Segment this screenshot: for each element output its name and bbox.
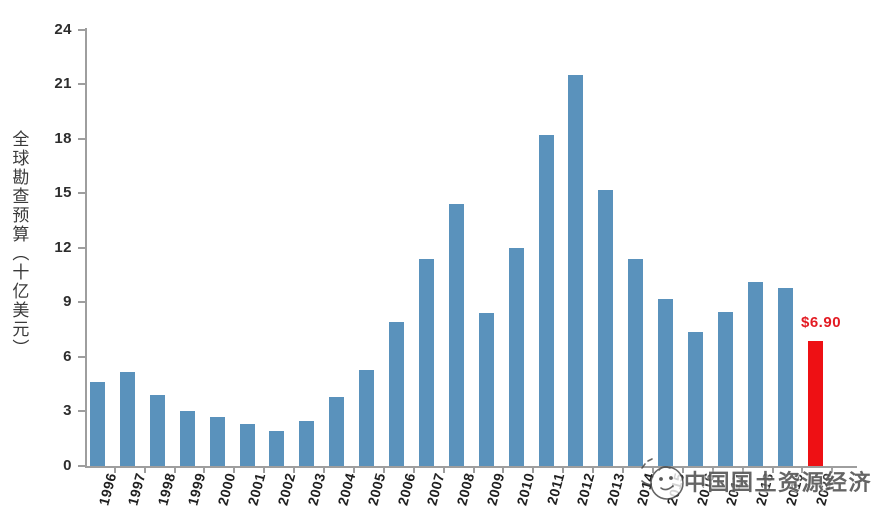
bar [747,282,763,466]
x-axis-label: 2005 [364,471,389,508]
bar [478,313,494,466]
cartoon-mascot-logo-icon [641,458,684,500]
x-axis-label: 2001 [244,471,269,508]
bar [448,204,464,466]
x-axis-tick [113,468,116,473]
x-axis-tick [562,468,565,473]
y-axis-tick-label: 6 [63,347,72,365]
bar [119,371,135,466]
y-axis-tick-label: 9 [63,293,72,311]
bar [239,424,255,466]
x-axis-tick [293,468,296,473]
x-axis-tick [592,468,595,473]
bar [658,298,674,466]
x-axis-tick [801,468,804,473]
y-axis-tick-label: 18 [54,129,72,147]
x-axis-tick [173,468,176,473]
bar [209,416,225,466]
bar [538,135,554,466]
bar [717,311,733,466]
x-axis-tick [532,468,535,473]
bar [418,258,434,466]
x-axis-tick [741,468,744,473]
bar [508,247,524,466]
x-axis-tick [831,468,834,473]
x-axis-tick [203,468,206,473]
y-axis-tick [78,83,86,86]
x-axis-label: 2010 [513,471,538,508]
watermark-text: 中国国土资源经济 [684,470,873,495]
x-axis-label: 2006 [393,471,418,508]
bar [329,396,345,466]
x-axis-label: 1999 [184,471,209,508]
bar-highlighted [807,340,823,466]
x-axis-label: 2002 [274,471,299,508]
bar [568,75,584,466]
x-axis-tick [382,468,385,473]
x-axis-tick [352,468,355,473]
y-axis-tick [78,246,86,249]
x-axis-tick [143,468,146,473]
x-axis-label: 1998 [154,471,179,508]
bar [628,258,644,466]
x-axis-label: 2013 [603,471,628,508]
x-axis-label: 2003 [304,471,329,508]
x-axis-label: 2007 [423,471,448,508]
x-axis-label: 2011 [543,471,568,507]
y-axis-tick [78,465,86,467]
x-axis-label: 2009 [483,471,508,508]
y-axis-tick [78,301,86,304]
x-axis-tick [412,468,415,473]
bar [389,322,404,466]
x-axis-line [85,466,857,468]
bar [359,369,375,466]
bar [90,382,105,466]
x-axis-label: 2012 [573,471,598,508]
x-axis-label: 1997 [124,471,149,508]
bar [149,395,165,466]
y-axis-title: 全球勘查预算（十亿美元） [9,130,29,358]
y-axis-tick-label: 12 [54,238,72,256]
bar [269,431,285,466]
y-axis-tick [78,192,86,195]
bar [299,420,315,466]
y-axis-tick-label: 3 [63,402,72,420]
watermark: 中国国土资源经济 [632,448,871,504]
bar [598,189,614,466]
y-axis-tick [78,355,86,358]
x-axis-label: 2004 [334,471,359,508]
y-axis-tick-label: 21 [54,75,72,93]
x-axis-tick [323,468,325,473]
y-axis-tick-label: 24 [54,20,72,38]
x-axis-label: 2000 [214,471,239,508]
x-axis-tick [442,468,445,473]
y-axis-tick [78,410,86,413]
x-axis-label: 2008 [453,471,478,508]
x-axis-tick [472,468,475,473]
x-axis-tick [681,468,684,473]
x-axis-tick [651,468,654,473]
y-axis-line [85,28,87,467]
y-axis-tick-label: 0 [63,457,72,474]
y-axis-tick [78,28,86,31]
x-axis-tick [771,468,774,473]
y-axis-tick [78,137,86,140]
x-axis-label: 1996 [94,471,119,508]
bar [179,411,195,466]
bar [777,287,793,466]
x-axis-tick [263,468,266,473]
x-axis-tick [622,468,624,473]
x-axis-tick [233,468,236,473]
y-axis-tick-label: 15 [54,184,72,202]
x-axis-tick [711,468,714,473]
x-axis-tick [502,468,505,473]
bar [688,331,703,466]
highlight-bar-value-label: $6.90 [801,314,842,331]
